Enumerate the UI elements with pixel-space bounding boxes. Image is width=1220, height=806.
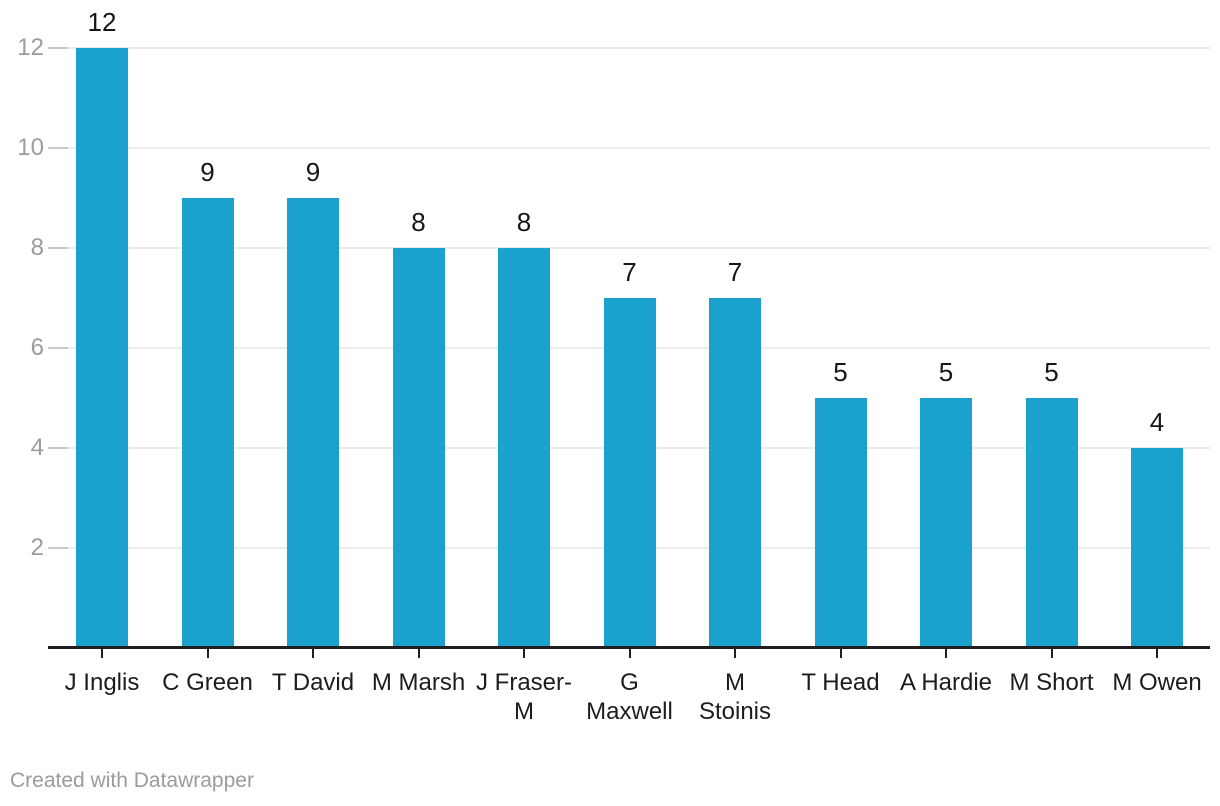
- x-axis-category-label-line: G: [620, 669, 639, 696]
- y-axis-tick-label: 10: [17, 134, 44, 161]
- bar-value-label: 8: [411, 207, 426, 237]
- x-axis-category-label-line: J Inglis: [64, 669, 140, 696]
- bar: [709, 298, 761, 648]
- x-axis-category-label-line: Stoinis: [698, 698, 772, 725]
- x-axis-category-label-line: M Short: [1009, 669, 1094, 696]
- bar: [1025, 398, 1078, 648]
- bar-value-label: 5: [1044, 357, 1059, 387]
- footer-credit: Created with Datawrapper: [10, 769, 254, 792]
- x-axis-tick: [945, 649, 947, 658]
- x-axis-tick: [417, 649, 420, 658]
- x-axis-category-label: J Fraser- M: [471, 668, 577, 726]
- x-axis-tick: [101, 649, 103, 658]
- x-axis-tick: [206, 649, 209, 658]
- gridline: [48, 47, 1210, 49]
- x-axis-tick: [839, 649, 842, 658]
- x-axis-tick: [1156, 649, 1158, 658]
- x-axis-category-label: C Green: [155, 668, 261, 697]
- bar-value-label: 5: [833, 357, 848, 387]
- bar: [498, 248, 550, 648]
- x-axis-category-label-line: C Green: [162, 669, 253, 696]
- x-axis-tick: [734, 649, 736, 658]
- y-axis-tick-label: 8: [30, 234, 44, 261]
- x-axis-category-label-line: T Head: [801, 669, 880, 696]
- y-axis-tick-label: 6: [30, 334, 44, 361]
- x-axis-category-label: M Owen: [1104, 668, 1210, 697]
- y-axis-tick-label: 2: [30, 534, 44, 561]
- y-axis-tick: [48, 147, 68, 149]
- bar-value-label: 12: [87, 7, 117, 37]
- x-axis-category-label-line: M: [725, 669, 745, 696]
- bar: [181, 198, 234, 648]
- bar-value-label: 5: [938, 357, 954, 387]
- bar: [76, 48, 128, 648]
- gridline: [48, 247, 1210, 249]
- y-axis-tick: [48, 47, 68, 49]
- bar-value-label: 7: [727, 257, 743, 287]
- bar: [603, 298, 656, 648]
- y-axis-tick: [48, 547, 68, 549]
- bar: [392, 248, 445, 648]
- x-axis-category-label: G Maxwell: [577, 668, 683, 726]
- x-axis-category-label: T Head: [788, 668, 894, 697]
- bar: [287, 198, 339, 648]
- bar: [814, 398, 867, 648]
- bar-value-label: 8: [516, 207, 532, 237]
- x-axis-category-label-line: T David: [271, 669, 355, 696]
- x-axis-category-label-line: A Hardie: [899, 669, 993, 696]
- x-axis-category-label-line: M: [514, 698, 534, 725]
- x-axis-category-label: M Stoinis: [682, 668, 788, 726]
- bar-value-label: 9: [305, 157, 321, 187]
- bar-value-label: 9: [200, 157, 215, 187]
- bar-value-label: 4: [1149, 407, 1165, 437]
- x-axis-category-label-line: Maxwell: [586, 698, 673, 725]
- gridline: [48, 147, 1210, 149]
- x-axis-category-label: M Short: [999, 668, 1105, 697]
- x-axis-category-label: M Marsh: [366, 668, 472, 697]
- y-axis-tick-label: 12: [17, 34, 44, 61]
- x-axis-category-label: J Inglis: [49, 668, 155, 697]
- bar: [920, 398, 972, 648]
- x-axis-tick: [1050, 649, 1053, 658]
- y-axis-tick: [48, 347, 68, 349]
- x-axis-tick: [312, 649, 314, 658]
- x-axis-category-label-line: M Marsh: [371, 669, 466, 696]
- x-axis-line: [48, 646, 1210, 649]
- x-axis-category-label: T David: [260, 668, 366, 697]
- bar: [1131, 448, 1183, 648]
- y-axis-tick: [48, 447, 68, 449]
- y-axis-tick-label: 4: [30, 434, 44, 461]
- y-axis-tick: [48, 247, 68, 249]
- x-axis-tick: [628, 649, 631, 658]
- x-axis-category-label-line: J Fraser-: [476, 669, 572, 696]
- x-axis-category-label-line: M Owen: [1112, 669, 1202, 696]
- bar-value-label: 7: [622, 257, 637, 287]
- x-axis-tick: [523, 649, 525, 658]
- x-axis-category-label: A Hardie: [893, 668, 999, 697]
